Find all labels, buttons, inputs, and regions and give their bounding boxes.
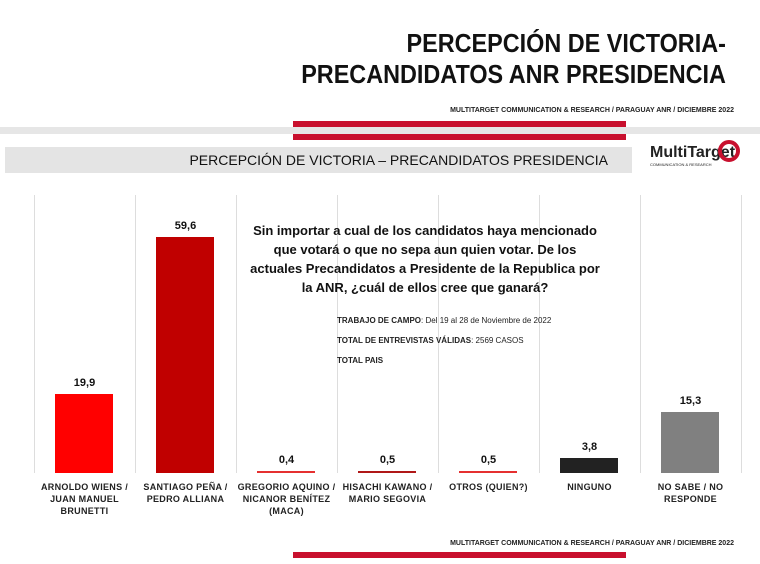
bar bbox=[560, 457, 618, 473]
data-label: 59,6 bbox=[174, 220, 197, 232]
data-label: 0,5 bbox=[379, 454, 396, 466]
gridline bbox=[539, 195, 540, 473]
data-label: 0,5 bbox=[480, 454, 497, 466]
category-label: NO SABE / NO RESPONDE bbox=[657, 482, 724, 504]
divider-bar bbox=[293, 552, 626, 558]
category-label: HISACHI KAWANO / MARIO SEGOVIA bbox=[342, 482, 433, 504]
category-label: GREGORIO AQUINO / NICANOR BENÍTEZ (MACA) bbox=[237, 482, 336, 516]
bar bbox=[55, 394, 113, 473]
source-bottom: MULTITARGET COMMUNICATION & RESEARCH / P… bbox=[450, 540, 734, 547]
bar bbox=[661, 412, 719, 473]
category-label: OTROS (QUIEN?) bbox=[449, 482, 528, 492]
question-text: Sin importar a cual de los candidatos ha… bbox=[250, 223, 600, 295]
source-top: MULTITARGET COMMUNICATION & RESEARCH / P… bbox=[450, 107, 734, 114]
category-label: NINGUNO bbox=[567, 482, 612, 492]
pin-icon bbox=[718, 140, 740, 162]
bar bbox=[358, 471, 416, 473]
divider-bar bbox=[293, 134, 626, 140]
data-label: 3,8 bbox=[581, 440, 598, 453]
gridline bbox=[337, 195, 338, 473]
fieldwork: TRABAJO DE CAMPO: Del 19 al 28 de Noviem… bbox=[337, 316, 552, 325]
data-label: 15,3 bbox=[679, 395, 702, 408]
category-label: SANTIAGO PEÑA / PEDRO ALLIANA bbox=[143, 482, 228, 504]
logo: MultiTarget COMMUNICATION & RESEARCH bbox=[650, 140, 740, 167]
gridline bbox=[236, 195, 237, 473]
category-label: ARNOLDO WIENS / JUAN MANUEL BRUNETTI bbox=[41, 482, 128, 516]
interviews: TOTAL DE ENTREVISTAS VÁLIDAS: 2569 CASOS bbox=[337, 336, 524, 345]
scope: TOTAL PAIS bbox=[337, 356, 384, 365]
bar bbox=[156, 237, 214, 473]
title-slide: PERCEPCIÓN DE VICTORIA- PRECANDIDATOS ANR… bbox=[0, 0, 760, 127]
divider-bar bbox=[293, 121, 626, 127]
bar bbox=[257, 471, 315, 473]
gridline bbox=[640, 195, 641, 473]
chart-title-band: PERCEPCIÓN DE VICTORIA – PRECANDIDATOS P… bbox=[5, 147, 632, 173]
chart-slide: PERCEPCIÓN DE VICTORIA – PRECANDIDATOS P… bbox=[0, 134, 760, 564]
gridline bbox=[741, 195, 742, 473]
main-title: PERCEPCIÓN DE VICTORIA- PRECANDIDATOS ANR… bbox=[301, 28, 726, 89]
gridline bbox=[34, 195, 35, 473]
chart-title: PERCEPCIÓN DE VICTORIA – PRECANDIDATOS P… bbox=[189, 152, 608, 168]
gridline bbox=[438, 195, 439, 473]
data-label: 19,9 bbox=[73, 377, 96, 390]
data-label: 0,4 bbox=[278, 454, 295, 466]
gridline bbox=[135, 195, 136, 473]
bar bbox=[459, 471, 517, 473]
